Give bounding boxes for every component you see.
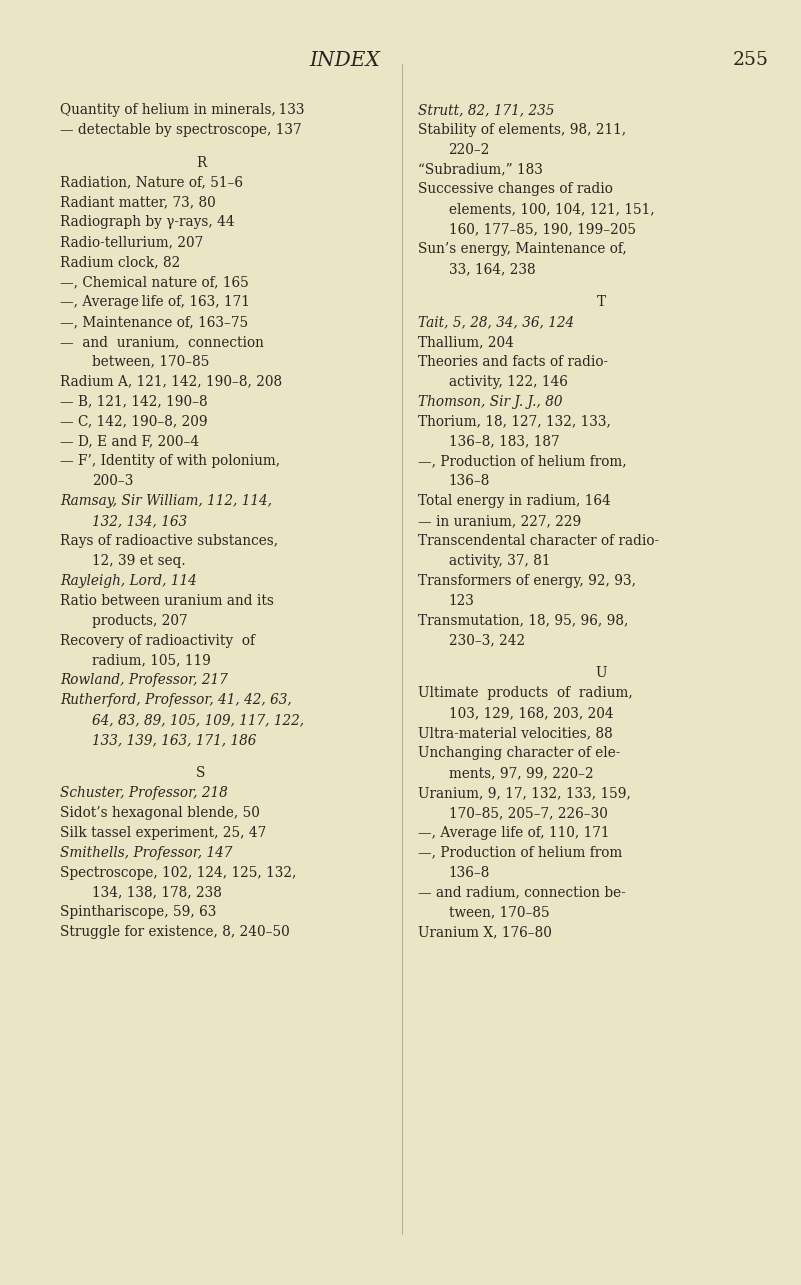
Text: Radiant matter, 73, 80: Radiant matter, 73, 80 [60, 195, 215, 209]
Text: T: T [597, 296, 606, 308]
Text: — B, 121, 142, 190–8: — B, 121, 142, 190–8 [60, 394, 207, 409]
Text: Rowland, Professor, 217: Rowland, Professor, 217 [60, 673, 227, 687]
Text: Total energy in radium, 164: Total energy in radium, 164 [418, 495, 611, 508]
Text: Thorium, 18, 127, 132, 133,: Thorium, 18, 127, 132, 133, [418, 415, 611, 428]
Text: Quantity of helium in minerals, 133: Quantity of helium in minerals, 133 [60, 103, 304, 117]
Text: Sun’s energy, Maintenance of,: Sun’s energy, Maintenance of, [418, 242, 627, 256]
Text: Transmutation, 18, 95, 96, 98,: Transmutation, 18, 95, 96, 98, [418, 614, 629, 627]
Text: 220–2: 220–2 [449, 143, 490, 157]
Text: 160, 177–85, 190, 199–205: 160, 177–85, 190, 199–205 [449, 222, 635, 236]
Text: 136–8, 183, 187: 136–8, 183, 187 [449, 434, 559, 448]
Text: —, Production of helium from: —, Production of helium from [418, 846, 622, 860]
Text: 255: 255 [733, 51, 769, 69]
Text: Thomson, Sir J. J., 80: Thomson, Sir J. J., 80 [418, 394, 562, 409]
Text: activity, 37, 81: activity, 37, 81 [449, 554, 550, 568]
Text: Strutt, 82, 171, 235: Strutt, 82, 171, 235 [418, 103, 554, 117]
Text: Successive changes of radio: Successive changes of radio [418, 182, 613, 197]
Text: 64, 83, 89, 105, 109, 117, 122,: 64, 83, 89, 105, 109, 117, 122, [92, 713, 304, 727]
Text: Theories and facts of radio-: Theories and facts of radio- [418, 355, 608, 369]
Text: —, Chemical nature of, 165: —, Chemical nature of, 165 [60, 275, 249, 289]
Text: — C, 142, 190–8, 209: — C, 142, 190–8, 209 [60, 415, 207, 428]
Text: Rays of radioactive substances,: Rays of radioactive substances, [60, 535, 278, 547]
Text: activity, 122, 146: activity, 122, 146 [449, 375, 567, 388]
Text: — detectable by spectroscope, 137: — detectable by spectroscope, 137 [60, 122, 302, 136]
Text: INDEX: INDEX [309, 51, 380, 71]
Text: Recovery of radioactivity  of: Recovery of radioactivity of [60, 634, 255, 648]
Text: between, 170–85: between, 170–85 [92, 355, 210, 369]
Text: —  and  uranium,  connection: — and uranium, connection [60, 335, 264, 348]
Text: “Subradium,” 183: “Subradium,” 183 [418, 162, 543, 176]
Text: Radiation, Nature of, 51–6: Radiation, Nature of, 51–6 [60, 176, 243, 189]
Text: —, Average life of, 163, 171: —, Average life of, 163, 171 [60, 296, 250, 308]
Text: Uranium, 9, 17, 132, 133, 159,: Uranium, 9, 17, 132, 133, 159, [418, 786, 631, 801]
Text: products, 207: products, 207 [92, 614, 187, 627]
Text: U: U [596, 667, 607, 681]
Text: 133, 139, 163, 171, 186: 133, 139, 163, 171, 186 [92, 734, 256, 747]
Text: Stability of elements, 98, 211,: Stability of elements, 98, 211, [418, 122, 626, 136]
Text: Radio-tellurium, 207: Radio-tellurium, 207 [60, 235, 203, 249]
Text: R: R [196, 155, 206, 170]
Text: Sidot’s hexagonal blende, 50: Sidot’s hexagonal blende, 50 [60, 806, 260, 820]
Text: Struggle for existence, 8, 240–50: Struggle for existence, 8, 240–50 [60, 925, 290, 939]
Text: S: S [196, 766, 206, 780]
Text: —, Maintenance of, 163–75: —, Maintenance of, 163–75 [60, 315, 248, 329]
Text: Thallium, 204: Thallium, 204 [418, 335, 514, 348]
Text: Rayleigh, Lord, 114: Rayleigh, Lord, 114 [60, 574, 197, 587]
Text: Tait, 5, 28, 34, 36, 124: Tait, 5, 28, 34, 36, 124 [418, 315, 574, 329]
Text: tween, 170–85: tween, 170–85 [449, 906, 549, 920]
Text: — in uranium, 227, 229: — in uranium, 227, 229 [418, 514, 582, 528]
Text: Rutherford, Professor, 41, 42, 63,: Rutherford, Professor, 41, 42, 63, [60, 694, 292, 707]
Text: 12, 39 et seq.: 12, 39 et seq. [92, 554, 186, 568]
Text: Schuster, Professor, 218: Schuster, Professor, 218 [60, 786, 227, 801]
Text: 230–3, 242: 230–3, 242 [449, 634, 525, 648]
Text: Ramsay, Sir William, 112, 114,: Ramsay, Sir William, 112, 114, [60, 495, 272, 508]
Text: ments, 97, 99, 220–2: ments, 97, 99, 220–2 [449, 766, 594, 780]
Text: Ratio between uranium and its: Ratio between uranium and its [60, 594, 274, 608]
Text: Spinthariscope, 59, 63: Spinthariscope, 59, 63 [60, 906, 216, 920]
Text: elements, 100, 104, 121, 151,: elements, 100, 104, 121, 151, [449, 202, 654, 216]
Text: Unchanging character of ele-: Unchanging character of ele- [418, 747, 621, 761]
Text: 103, 129, 168, 203, 204: 103, 129, 168, 203, 204 [449, 707, 614, 721]
Text: Silk tassel experiment, 25, 47: Silk tassel experiment, 25, 47 [60, 826, 266, 840]
Text: 200–3: 200–3 [92, 474, 134, 488]
Text: Uranium X, 176–80: Uranium X, 176–80 [418, 925, 552, 939]
Text: 134, 138, 178, 238: 134, 138, 178, 238 [92, 885, 222, 899]
Text: 33, 164, 238: 33, 164, 238 [449, 262, 535, 276]
Text: — and radium, connection be-: — and radium, connection be- [418, 885, 626, 899]
Text: Ultimate  products  of  radium,: Ultimate products of radium, [418, 686, 633, 700]
Text: Radium A, 121, 142, 190–8, 208: Radium A, 121, 142, 190–8, 208 [60, 375, 282, 388]
Text: Spectroscope, 102, 124, 125, 132,: Spectroscope, 102, 124, 125, 132, [60, 866, 296, 880]
Text: Radium clock, 82: Radium clock, 82 [60, 256, 180, 269]
Text: Transcendental character of radio-: Transcendental character of radio- [418, 535, 659, 547]
Text: Smithells, Professor, 147: Smithells, Professor, 147 [60, 846, 232, 860]
Text: Radiograph by γ-rays, 44: Radiograph by γ-rays, 44 [60, 216, 235, 229]
Text: —, Production of helium from,: —, Production of helium from, [418, 455, 626, 468]
Text: radium, 105, 119: radium, 105, 119 [92, 654, 211, 667]
Text: — F’, Identity of with polonium,: — F’, Identity of with polonium, [60, 455, 280, 468]
Text: Ultra-material velocities, 88: Ultra-material velocities, 88 [418, 726, 613, 740]
Text: 132, 134, 163: 132, 134, 163 [92, 514, 187, 528]
Text: 123: 123 [449, 594, 474, 608]
Text: 136–8: 136–8 [449, 474, 490, 488]
Text: Transformers of energy, 92, 93,: Transformers of energy, 92, 93, [418, 574, 636, 587]
Text: — D, E and F, 200–4: — D, E and F, 200–4 [60, 434, 199, 448]
Text: 136–8: 136–8 [449, 866, 490, 880]
Text: —, Average life of, 110, 171: —, Average life of, 110, 171 [418, 826, 610, 840]
Text: 170–85, 205–7, 226–30: 170–85, 205–7, 226–30 [449, 806, 607, 820]
